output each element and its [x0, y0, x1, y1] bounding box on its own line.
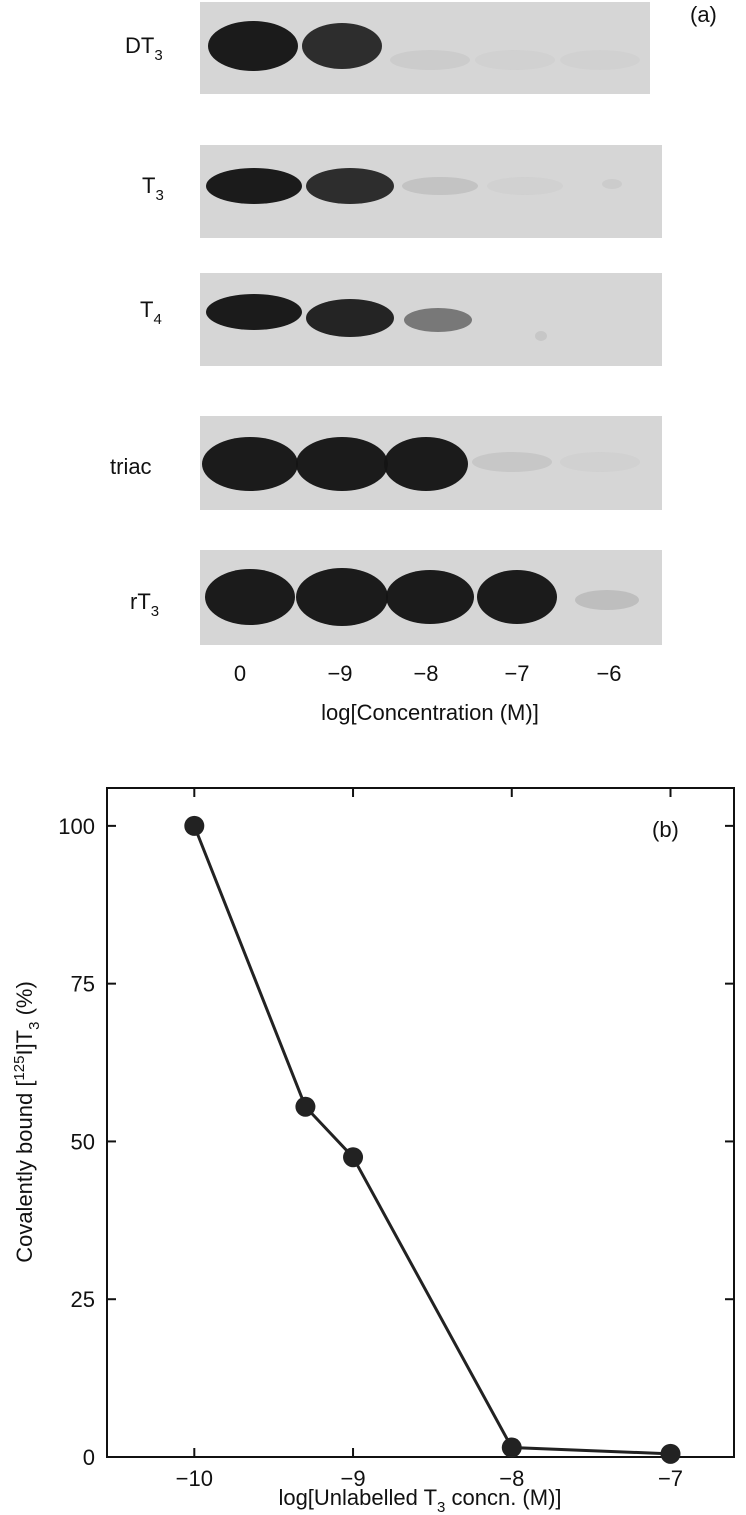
panel-b-label: (b) [652, 817, 679, 842]
y-axis-label: Covalently bound [125I]T3 (%) [11, 981, 43, 1263]
x-tick-label: −9 [340, 1466, 365, 1491]
band [386, 570, 474, 624]
band [302, 23, 382, 69]
row-label-t3: T3 [142, 173, 164, 204]
panel-a-x-axis-label: log[Concentration (M)] [321, 700, 539, 725]
y-tick-label: 75 [71, 972, 95, 997]
x-ticks: −10 −9 −8 −7 [176, 788, 683, 1491]
row-label-t4: T4 [140, 297, 162, 328]
data-point [343, 1147, 364, 1168]
lane-label: −9 [327, 661, 352, 686]
band [602, 179, 622, 189]
data-point [501, 1437, 522, 1458]
x-tick-label: −7 [658, 1466, 683, 1491]
lane-label: 0 [234, 661, 246, 686]
band [306, 168, 394, 204]
bands-rt3 [205, 568, 639, 626]
bands-t4 [206, 294, 547, 341]
band [390, 50, 470, 70]
band [472, 452, 552, 472]
y-tick-label: 25 [71, 1287, 95, 1312]
band [575, 590, 639, 610]
band [306, 299, 394, 337]
x-axis-label: log[Unlabelled T3 concn. (M)] [278, 1485, 561, 1515]
band [477, 570, 557, 624]
series-points [184, 815, 681, 1464]
data-point [184, 815, 205, 836]
y-ticks: 0 25 50 75 100 [58, 814, 734, 1470]
band [404, 308, 472, 332]
band [205, 569, 295, 625]
band [535, 331, 547, 341]
row-label-triac: triac [110, 454, 152, 479]
band [206, 294, 302, 330]
data-point [660, 1443, 681, 1464]
plot-frame [106, 787, 735, 1458]
row-label-rt3: rT3 [130, 589, 159, 620]
y-tick-label: 100 [58, 814, 95, 839]
band [475, 50, 555, 70]
data-point [295, 1096, 316, 1117]
panel-a-autoradiograph: (a) DT3 T3 T4 triac rT3 [110, 2, 717, 725]
bands-triac [202, 437, 640, 491]
panel-b-chart: −10 −9 −8 −7 0 25 50 75 100 (b) log[Unlabelled … [11, 787, 735, 1515]
x-tick-label: −10 [176, 1466, 213, 1491]
x-tick-label: −8 [499, 1466, 524, 1491]
band [560, 452, 640, 472]
lane-label: −8 [413, 661, 438, 686]
band [560, 50, 640, 70]
band [202, 437, 298, 491]
band [402, 177, 478, 195]
band [487, 177, 563, 195]
row-label-dt3: DT3 [125, 33, 163, 64]
series-line [192, 825, 671, 1456]
band [296, 437, 388, 491]
bands-dt3 [208, 21, 640, 71]
panel-a-label: (a) [690, 2, 717, 27]
band [206, 168, 302, 204]
lane-label: −6 [596, 661, 621, 686]
y-tick-label: 0 [83, 1445, 95, 1470]
band [296, 568, 388, 626]
bands-t3 [206, 168, 622, 204]
y-tick-label: 50 [71, 1129, 95, 1154]
lane-label: −7 [504, 661, 529, 686]
band [384, 437, 468, 491]
band [208, 21, 298, 71]
